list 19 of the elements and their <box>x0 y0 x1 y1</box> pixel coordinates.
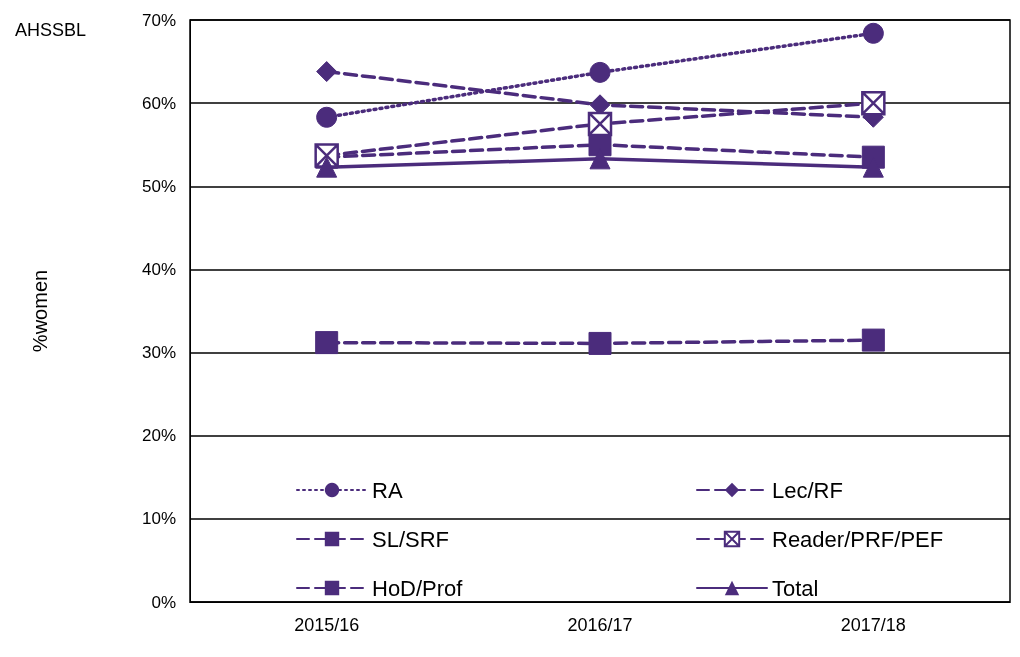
chart-title: AHSSBL <box>15 20 87 40</box>
x-tick-label: 2017/18 <box>840 615 906 635</box>
legend-label: Reader/PRF/PEF <box>772 526 944 552</box>
legend-label: SL/SRF <box>372 526 450 552</box>
y-tick-label: 0% <box>151 592 176 612</box>
y-tick-label: 50% <box>141 176 176 196</box>
legend-label: Lec/RF <box>772 477 843 503</box>
y-tick-label: 60% <box>141 93 176 113</box>
y-tick-label: 20% <box>141 426 176 446</box>
legend-label: Total <box>772 575 819 601</box>
legend-label: RA <box>372 477 403 503</box>
legend-label: HoD/Prof <box>372 575 464 601</box>
y-tick-label: 70% <box>141 10 176 30</box>
y-tick-label: 10% <box>141 509 176 529</box>
x-tick-label: 2015/16 <box>294 615 360 635</box>
x-tick-label: 2016/17 <box>567 615 633 635</box>
y-tick-label: 30% <box>141 343 176 363</box>
y-axis-title: %women <box>29 269 51 353</box>
y-tick-label: 40% <box>141 259 176 279</box>
